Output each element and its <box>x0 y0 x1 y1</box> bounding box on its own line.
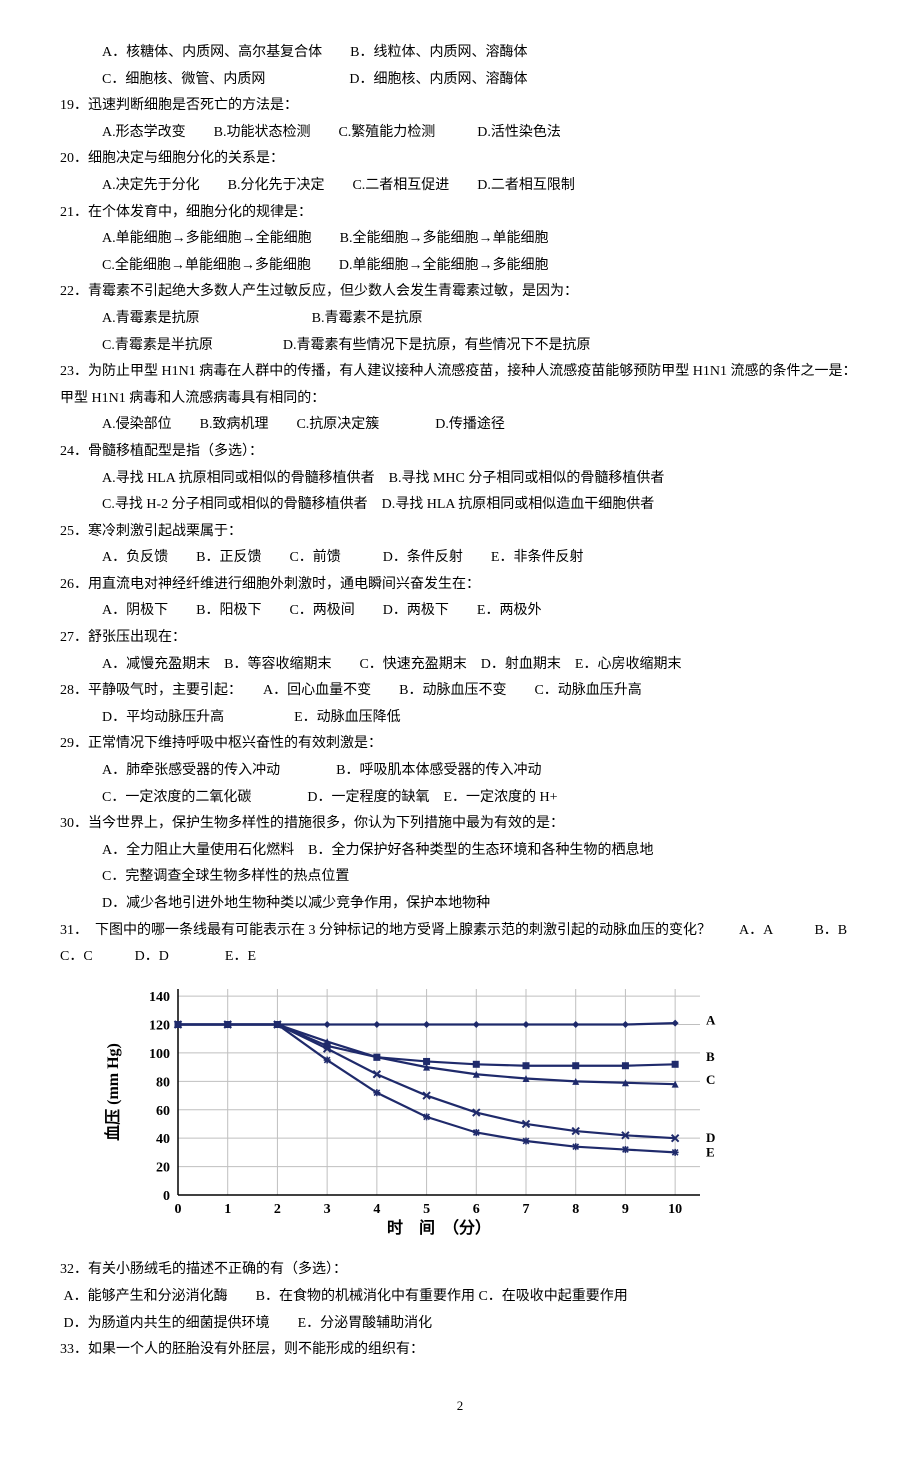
q28-options: D．平均动脉压升高 E．动脉血压降低 <box>60 705 860 732</box>
q29: 29．正常情况下维持呼吸中枢兴奋性的有效刺激是： <box>60 731 860 758</box>
chart-svg: 012345678910020406080100120140时 间 （分）血压 … <box>100 979 740 1239</box>
svg-text:E: E <box>706 1144 715 1159</box>
q25: 25．寒冷刺激引起战栗属于： <box>60 519 860 546</box>
q32-options-de: D．为肠道内共生的细菌提供环境 E．分泌胃酸辅助消化 <box>60 1311 860 1338</box>
q27: 27．舒张压出现在： <box>60 625 860 652</box>
svg-text:20: 20 <box>156 1160 170 1175</box>
svg-text:D: D <box>706 1130 715 1145</box>
q32-options-abc: A．能够产生和分泌消化酶 B．在食物的机械消化中有重要作用 C．在吸收中起重要作… <box>60 1284 860 1311</box>
q20-options: A.决定先于分化 B.分化先于决定 C.二者相互促进 D.二者相互限制 <box>60 173 860 200</box>
svg-text:C: C <box>706 1072 715 1087</box>
q18-options-ab: A．核糖体、内质网、高尔基复合体 B．线粒体、内质网、溶酶体 <box>60 40 860 67</box>
q26: 26．用直流电对神经纤维进行细胞外刺激时，通电瞬间兴奋发生在： <box>60 572 860 599</box>
svg-text:1: 1 <box>224 1202 231 1217</box>
svg-text:100: 100 <box>149 1047 170 1062</box>
svg-text:120: 120 <box>149 1018 170 1033</box>
q24: 24．骨髓移植配型是指（多选）： <box>60 439 860 466</box>
svg-text:0: 0 <box>163 1189 170 1204</box>
svg-text:40: 40 <box>156 1132 170 1147</box>
svg-text:60: 60 <box>156 1104 170 1119</box>
svg-text:3: 3 <box>324 1202 331 1217</box>
svg-text:B: B <box>706 1049 715 1064</box>
q22-options-ab: A.青霉素是抗原 B.青霉素不是抗原 <box>60 306 860 333</box>
svg-text:A: A <box>706 1012 716 1027</box>
q31: 31． 下图中的哪一条线最有可能表示在 3 分钟标记的地方受肾上腺素示范的刺激引… <box>60 918 860 971</box>
svg-text:0: 0 <box>175 1202 182 1217</box>
q30-options-ab: A．全力阻止大量使用石化燃料 B．全力保护好各种类型的生态环境和各种生物的栖息地 <box>60 838 860 865</box>
svg-text:2: 2 <box>274 1202 281 1217</box>
q22-options-cd: C.青霉素是半抗原 D.青霉素有些情况下是抗原，有些情况下不是抗原 <box>60 333 860 360</box>
svg-text:7: 7 <box>523 1202 530 1217</box>
svg-text:140: 140 <box>149 990 170 1005</box>
svg-text:5: 5 <box>423 1202 430 1217</box>
q23-options: A.侵染部位 B.致病机理 C.抗原决定簇 D.传播途径 <box>60 412 860 439</box>
svg-text:80: 80 <box>156 1075 170 1090</box>
q30: 30．当今世界上，保护生物多样性的措施很多，你认为下列措施中最为有效的是： <box>60 811 860 838</box>
q24-options-cd: C.寻找 H-2 分子相同或相似的骨髓移植供者 D.寻找 HLA 抗原相同或相似… <box>60 492 860 519</box>
q30-options-c: C．完整调查全球生物多样性的热点位置 <box>60 864 860 891</box>
page-number: 2 <box>60 1394 860 1419</box>
q20: 20．细胞决定与细胞分化的关系是： <box>60 146 860 173</box>
svg-text:9: 9 <box>622 1202 629 1217</box>
svg-text:血压 (mm Hg): 血压 (mm Hg) <box>103 1043 122 1141</box>
q18-options-cd: C．细胞核、微管、内质网 D．细胞核、内质网、溶酶体 <box>60 67 860 94</box>
q29-options-cde: C．一定浓度的二氧化碳 D．一定程度的缺氧 E．一定浓度的 H+ <box>60 785 860 812</box>
svg-text:时 间 （分）: 时 间 （分） <box>387 1218 491 1237</box>
q19: 19．迅速判断细胞是否死亡的方法是： <box>60 93 860 120</box>
q22: 22．青霉素不引起绝大多数人产生过敏反应，但少数人会发生青霉素过敏，是因为： <box>60 279 860 306</box>
q27-options: A．减慢充盈期末 B．等容收缩期末 C．快速充盈期末 D．射血期末 E．心房收缩… <box>60 652 860 679</box>
q23: 23．为防止甲型 H1N1 病毒在人群中的传播，有人建议接种人流感疫苗，接种人流… <box>60 359 860 412</box>
svg-text:6: 6 <box>473 1202 480 1217</box>
q21: 21．在个体发育中，细胞分化的规律是： <box>60 200 860 227</box>
svg-text:4: 4 <box>373 1202 380 1217</box>
q21-options-cd: C.全能细胞→单能细胞→多能细胞 D.单能细胞→全能细胞→多能细胞 <box>60 253 860 280</box>
q29-options-ab: A．肺牵张感受器的传入冲动 B．呼吸肌本体感受器的传入冲动 <box>60 758 860 785</box>
q24-options-ab: A.寻找 HLA 抗原相同或相似的骨髓移植供者 B.寻找 MHC 分子相同或相似… <box>60 466 860 493</box>
q19-options: A.形态学改变 B.功能状态检测 C.繁殖能力检测 D.活性染色法 <box>60 120 860 147</box>
q30-options-d: D．减少各地引进外地生物种类以减少竞争作用，保护本地物种 <box>60 891 860 918</box>
svg-text:10: 10 <box>668 1202 682 1217</box>
q28: 28．平静吸气时，主要引起： A．回心血量不变 B．动脉血压不变 C．动脉血压升… <box>60 678 860 705</box>
blood-pressure-chart: 012345678910020406080100120140时 间 （分）血压 … <box>60 971 860 1258</box>
q25-options: A．负反馈 B．正反馈 C．前馈 D．条件反射 E．非条件反射 <box>60 545 860 572</box>
q33: 33．如果一个人的胚胎没有外胚层，则不能形成的组织有： <box>60 1337 860 1364</box>
q26-options: A．阴极下 B．阳极下 C．两极间 D．两极下 E．两极外 <box>60 598 860 625</box>
svg-text:8: 8 <box>572 1202 579 1217</box>
q21-options-ab: A.单能细胞→多能细胞→全能细胞 B.全能细胞→多能细胞→单能细胞 <box>60 226 860 253</box>
q32: 32．有关小肠绒毛的描述不正确的有（多选）： <box>60 1257 860 1284</box>
